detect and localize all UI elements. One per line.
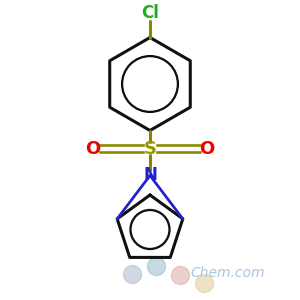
Text: O: O: [200, 140, 214, 158]
Text: S: S: [143, 140, 157, 158]
Text: Chem.com: Chem.com: [191, 266, 265, 280]
Text: Cl: Cl: [141, 4, 159, 22]
Text: N: N: [143, 167, 157, 184]
Text: O: O: [85, 140, 100, 158]
